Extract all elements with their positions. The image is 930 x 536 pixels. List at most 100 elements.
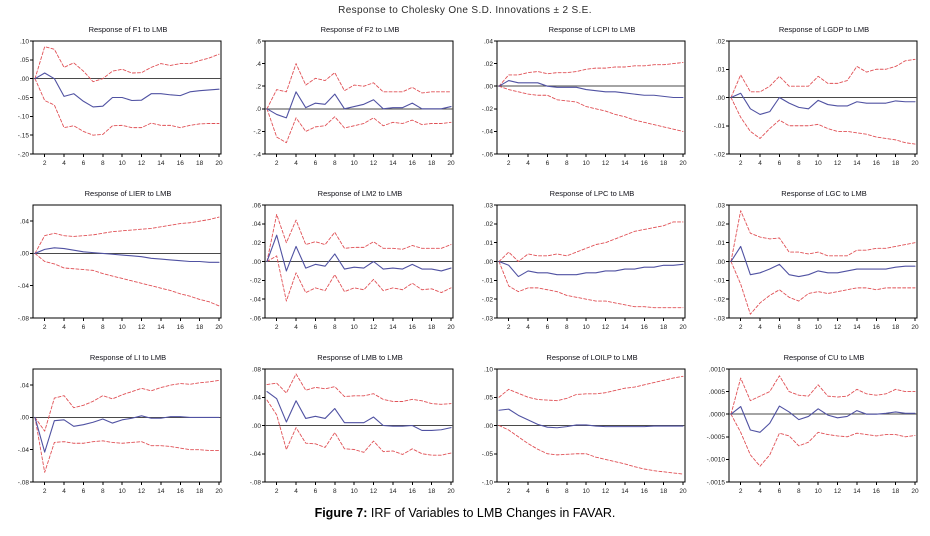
response-line [498,79,684,99]
y-tick-label: .05 [20,57,29,64]
x-tick-label: 6 [778,160,782,167]
x-tick-label: 10 [815,488,823,495]
x-tick-label: 12 [602,488,610,495]
x-tick-label: 16 [873,488,881,495]
x-tick-label: 6 [546,324,550,331]
y-tick-label: .04 [484,38,493,45]
panel-title: Response of CU to LMB [783,353,865,362]
upper-band-line [266,63,452,110]
y-tick-label: .05 [484,395,493,402]
response-line [34,415,220,453]
x-tick-label: 6 [82,324,86,331]
y-tick-label: -.05 [18,95,30,102]
lower-band-line [498,85,684,132]
x-tick-label: 12 [602,324,610,331]
y-tick-label: .4 [256,61,262,68]
irf-panel: Response of CU to LMB .0010 .0005 .0000 -.00… [697,353,929,498]
upper-band-line [498,221,684,262]
y-tick-label: .02 [716,38,725,45]
y-tick-label: .2 [256,84,262,91]
x-tick-label: 20 [447,488,455,495]
y-tick-label: .02 [716,221,725,228]
x-tick-label: 16 [409,488,417,495]
y-tick-label: .02 [484,221,493,228]
x-tick-label: 10 [583,160,591,167]
y-tick-label: -.10 [482,479,494,486]
x-tick-label: 4 [294,160,298,167]
panel-title: Response of LGDP to LMB [778,25,870,34]
x-tick-label: 16 [177,160,185,167]
y-tick-label: .00 [484,423,493,430]
panel-title: Response of LIER to LMB [84,189,172,198]
response-line [266,234,452,272]
x-tick-label: 2 [739,324,743,331]
x-tick-label: 4 [62,324,66,331]
y-tick-label: .04 [20,218,29,225]
y-tick-label: -.4 [253,151,261,158]
lower-band-line [266,399,452,456]
panel-title: Response of LM2 to LMB [317,189,403,198]
x-tick-label: 18 [196,160,204,167]
x-tick-label: 2 [739,160,743,167]
x-tick-label: 8 [797,324,801,331]
y-tick-label: .04 [252,221,261,228]
y-tick-label: -.08 [18,315,30,322]
x-tick-label: 6 [314,160,318,167]
irf-chart: .0010 .0005 .0000 -.0005 -.0010 -.0015 2 4 6 8 10 1… [707,366,919,495]
x-tick-label: 10 [815,160,823,167]
irf-panel: Response of LI to LMB .04 .00 -.04 -.08 2 4 6 8 1… [1,353,233,498]
y-tick-label: -.01 [482,278,494,285]
y-tick-label: .04 [252,395,261,402]
x-tick-label: 18 [196,324,204,331]
irf-panel: Response of F2 to LMB .6 .4 .2 .0 -.2 -.4 2 4 6 8 1… [233,25,465,170]
y-tick-label: .0005 [709,389,726,396]
irf-panel: Response of LGC to LMB .03 .02 .01 .00 -.01 -.… [697,189,929,334]
y-tick-label: -.0015 [707,479,726,486]
y-tick-label: -.02 [714,296,726,303]
irf-panel: Response of LGDP to LMB .02 .01 .00 -.01 -.02… [697,25,929,170]
response-line [730,405,916,433]
x-tick-label: 14 [621,160,629,167]
y-tick-label: -.02 [482,296,494,303]
response-line [498,408,684,429]
irf-chart: .04 .02 .00 -.02 -.04 -.06 2 4 6 8 10 12 14 16 18 20 [482,38,687,167]
x-tick-label: 2 [275,160,279,167]
x-tick-label: 18 [196,488,204,495]
x-tick-label: 16 [409,160,417,167]
x-tick-label: 12 [370,324,378,331]
y-tick-label: -.01 [714,123,726,130]
x-tick-label: 16 [177,324,185,331]
y-tick-label: -.2 [253,129,261,136]
lower-band-line [730,261,916,315]
upper-band-line [34,216,220,254]
upper-band-line [730,58,916,98]
figure-caption: Figure 7: IRF of Variables to LMB Change… [0,506,930,520]
irf-chart: .03 .02 .01 .00 -.01 -.02 -.03 2 4 6 8 10 12 14 16 18 20 [714,202,919,331]
upper-band-line [498,62,684,87]
x-tick-label: 4 [758,160,762,167]
x-tick-label: 20 [215,160,223,167]
lower-band-line [498,261,684,309]
irf-chart: .10 .05 .00 -.05 -.10 2 4 6 8 10 12 14 16 18 20 [482,366,687,495]
x-tick-label: 14 [621,324,629,331]
x-tick-label: 8 [797,160,801,167]
y-tick-label: .01 [484,240,493,247]
irf-chart: .04 .00 -.04 -.08 2 4 6 8 10 12 14 16 18 20 [18,204,223,331]
x-tick-label: 10 [351,160,359,167]
irf-panel: Response of F1 to LMB .10 .05 .00 -.05 -.10 -.… [1,25,233,170]
x-tick-label: 18 [428,160,436,167]
x-tick-label: 20 [911,488,919,495]
x-tick-label: 18 [428,488,436,495]
x-tick-label: 2 [507,488,511,495]
y-tick-label: .04 [20,382,29,389]
irf-chart: .06 .04 .02 .00 -.02 -.04 -.06 2 4 6 8 10 12 14 16 18 20 [250,202,455,331]
x-tick-label: 8 [101,324,105,331]
y-tick-label: -.08 [18,479,30,486]
y-tick-label: -.10 [18,114,30,121]
x-tick-label: 2 [507,160,511,167]
lower-band-line [34,252,220,307]
irf-panel: Response of LM2 to LMB .06 .04 .02 .00 -.02 -.… [233,189,465,334]
x-tick-label: 10 [583,488,591,495]
x-tick-label: 18 [892,488,900,495]
x-tick-label: 2 [507,324,511,331]
